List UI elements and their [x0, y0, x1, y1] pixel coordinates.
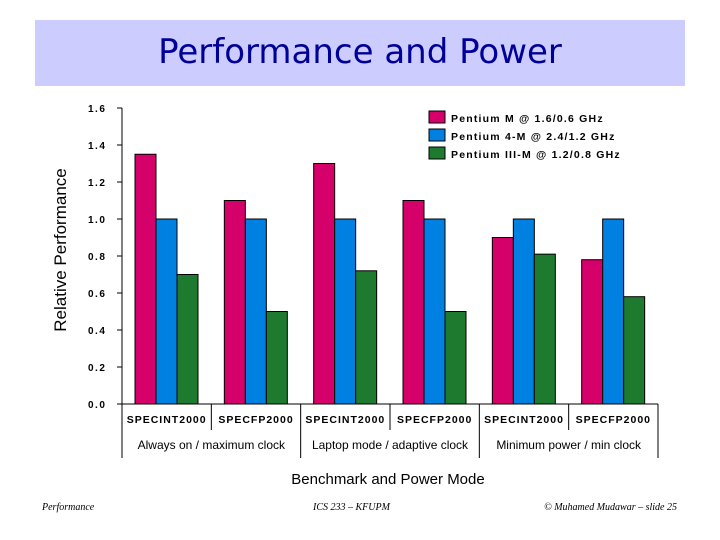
- y-tick-label: 1.6: [88, 104, 106, 115]
- bar-3-2: [265, 311, 288, 405]
- bar-2-6: [602, 218, 625, 405]
- category-label: SPECFP2000: [218, 414, 293, 426]
- category-label: SPECINT2000: [305, 414, 385, 426]
- bar-2-1: [155, 218, 178, 405]
- category-label: SPECFP2000: [576, 414, 651, 426]
- legend-swatch: [428, 146, 446, 160]
- legend-swatch: [428, 128, 446, 142]
- bar-1-6: [581, 259, 604, 405]
- bar-2-4: [423, 218, 446, 405]
- group-label: Laptop mode / adaptive clock: [312, 438, 469, 452]
- bar-2-2: [244, 218, 267, 405]
- legend-label: Pentium M @ 1.6/0.6 GHz: [451, 113, 604, 125]
- slide-title: Performance and Power: [158, 32, 562, 72]
- y-tick-label: 0.2: [88, 363, 106, 374]
- category-label: SPECFP2000: [397, 414, 472, 426]
- y-tick-label: 0.0: [88, 400, 106, 411]
- y-tick-label: 0.8: [88, 252, 106, 263]
- category-label: SPECINT2000: [484, 414, 564, 426]
- x-axis-label: Benchmark and Power Mode: [291, 471, 485, 488]
- legend-label: Pentium III-M @ 1.2/0.8 GHz: [451, 149, 621, 161]
- y-tick-label: 0.6: [88, 289, 106, 300]
- bar-3-1: [176, 274, 199, 405]
- y-tick-label: 1.4: [88, 141, 106, 152]
- legend-swatch: [428, 110, 446, 124]
- bar-2-3: [334, 218, 357, 405]
- bar-3-6: [623, 296, 646, 405]
- y-tick-label: 1.2: [88, 178, 106, 189]
- bar-1-2: [223, 200, 246, 405]
- legend-label: Pentium 4-M @ 2.4/1.2 GHz: [451, 131, 616, 143]
- y-axis-label: Relative Performance: [51, 168, 70, 332]
- bar-2-5: [512, 218, 535, 405]
- y-tick-label: 1.0: [88, 215, 106, 226]
- y-tick-label: 0.4: [88, 326, 106, 337]
- footer-right: © Muhamed Mudawar – slide 25: [544, 502, 677, 513]
- bar-3-4: [444, 311, 467, 405]
- group-label: Always on / maximum clock: [138, 438, 286, 452]
- group-label: Minimum power / min clock: [496, 438, 642, 452]
- bar-1-1: [134, 153, 157, 405]
- bar-3-5: [533, 253, 556, 405]
- slide-title-bar: Performance and Power: [35, 20, 685, 86]
- category-label: SPECINT2000: [127, 414, 207, 426]
- bar-1-4: [402, 200, 425, 405]
- footer-left: Performance: [42, 502, 95, 513]
- bar-1-5: [491, 237, 514, 405]
- bar-3-3: [355, 270, 378, 405]
- footer-center: ICS 233 – KFUPM: [313, 502, 390, 513]
- bar-1-3: [313, 163, 336, 405]
